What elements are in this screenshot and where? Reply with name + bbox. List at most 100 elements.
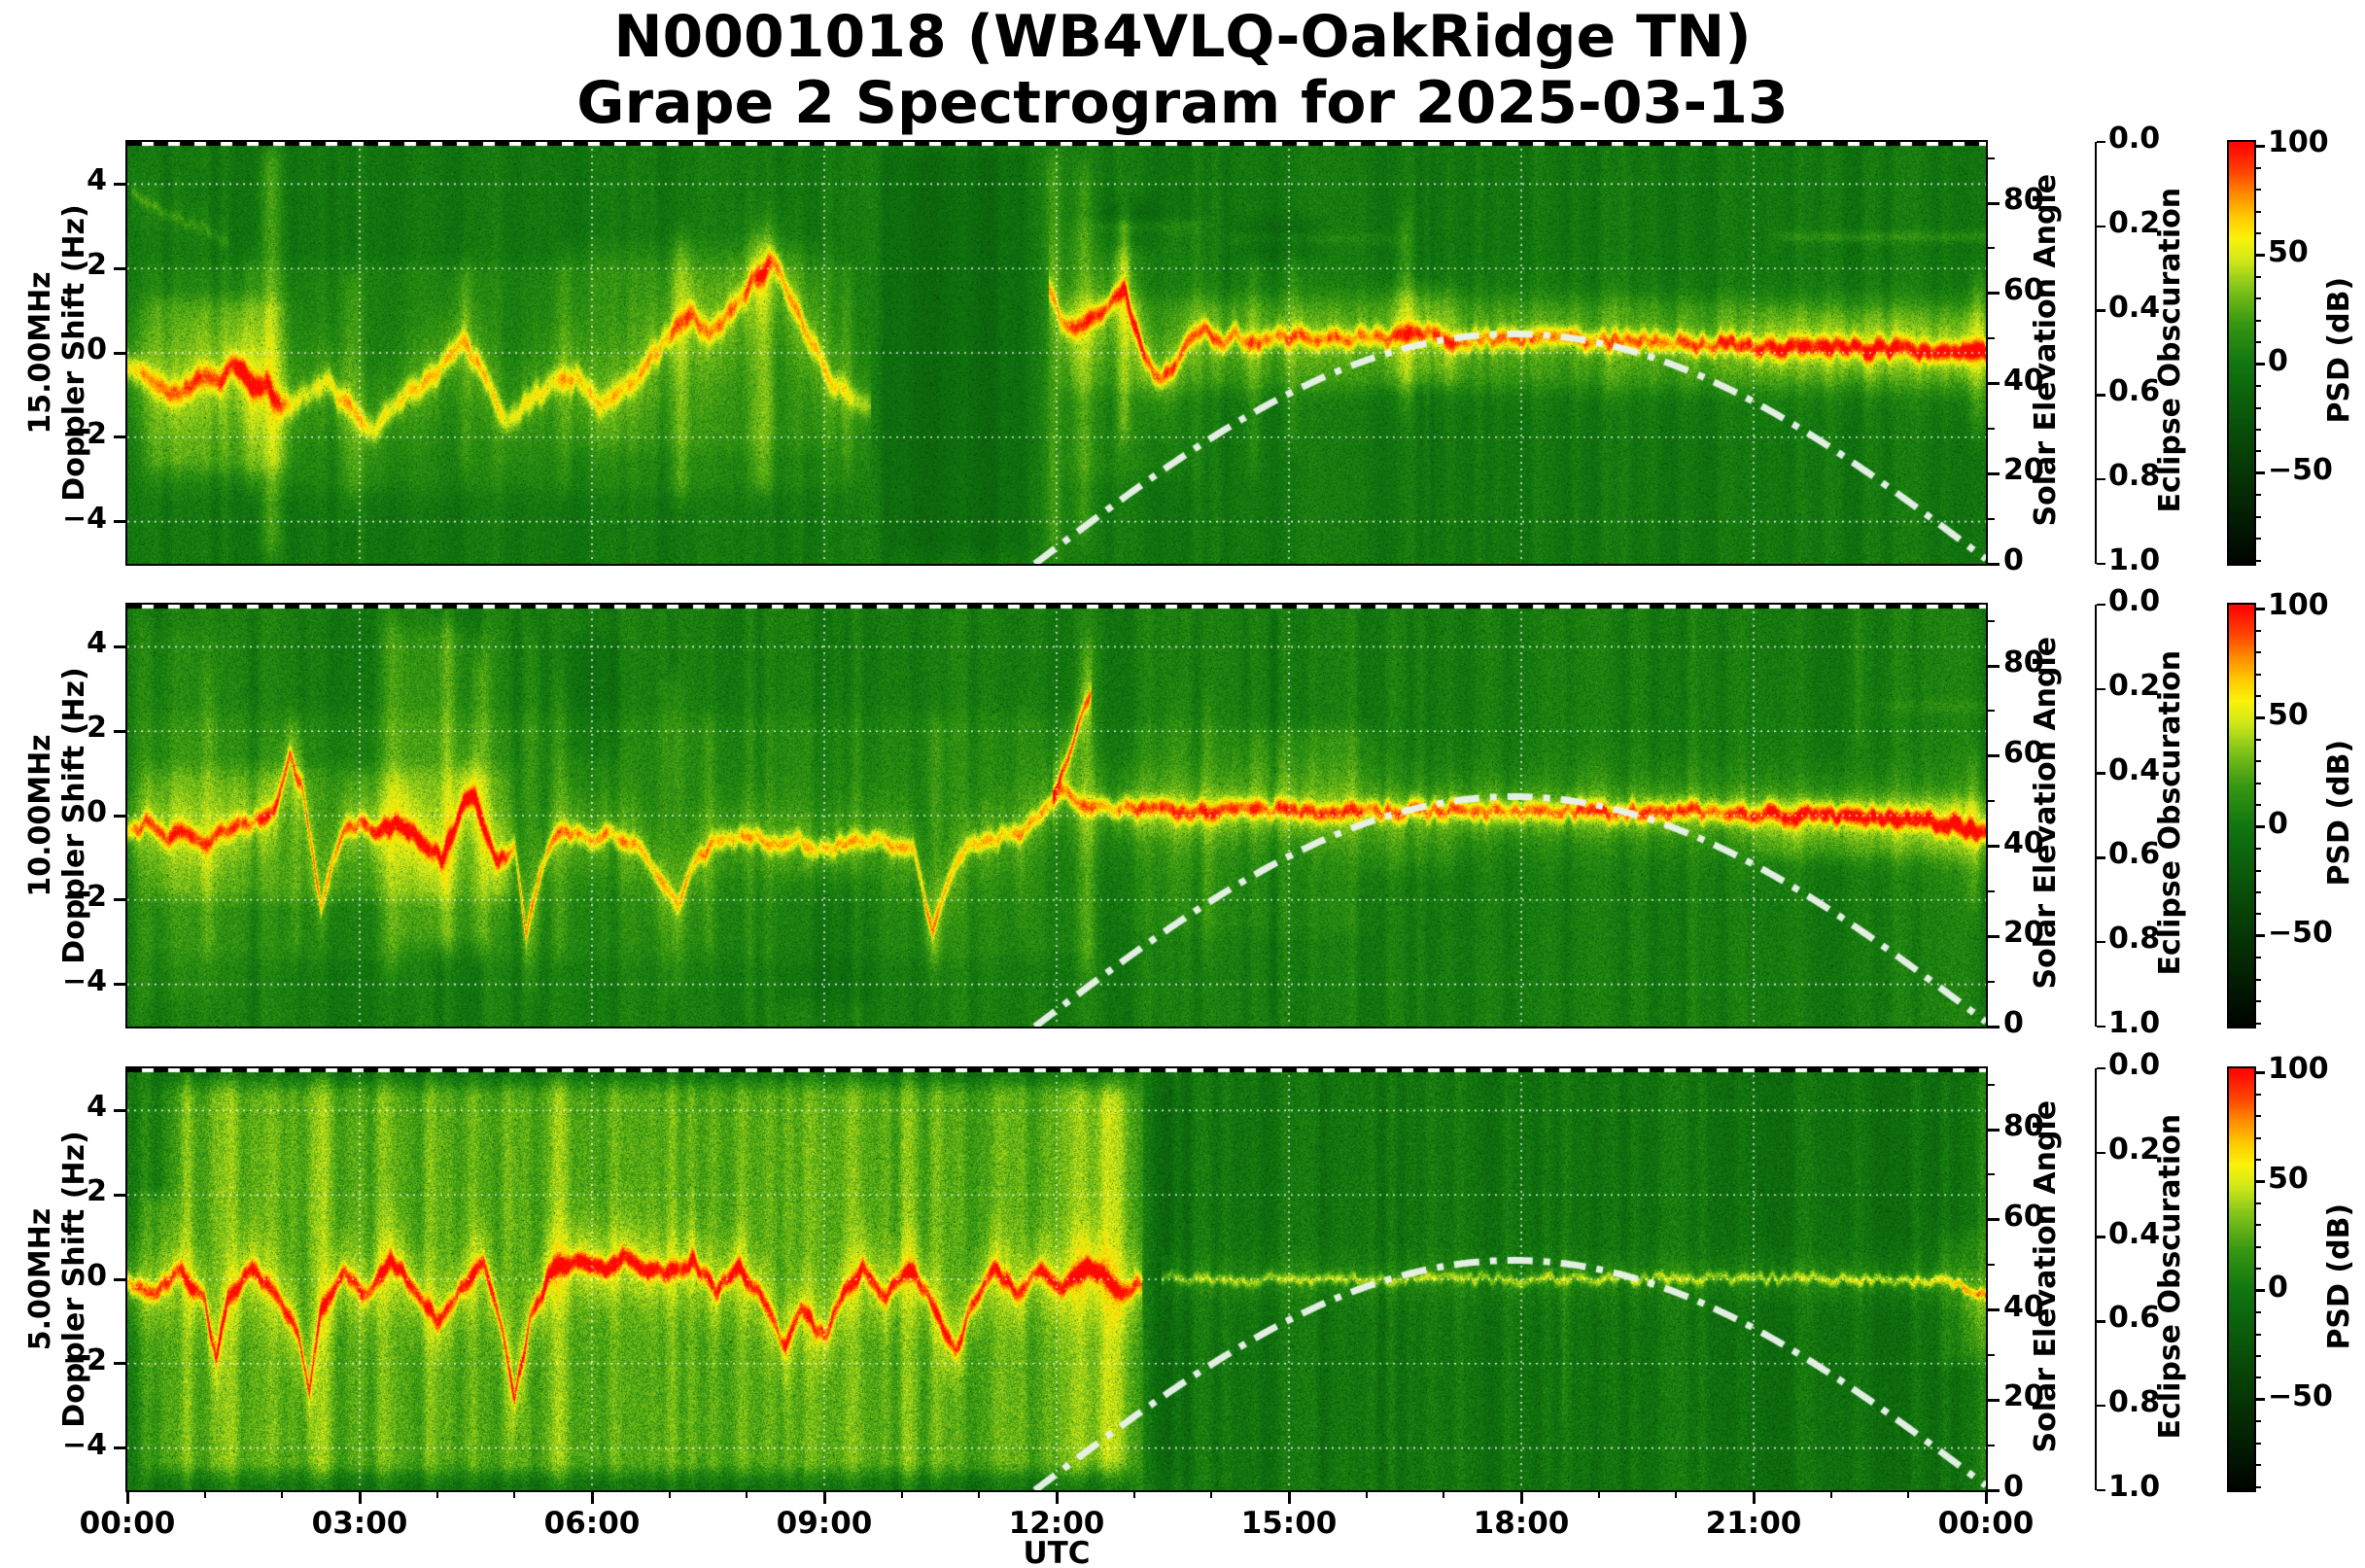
doppler-tick (114, 182, 125, 186)
psd-tick (2256, 1180, 2265, 1184)
x-tick-label: 00:00 (79, 1506, 176, 1541)
solar-tick (1988, 1488, 2000, 1492)
figure-title-line2: Grape 2 Spectrogram for 2025-03-13 (576, 69, 1789, 137)
y-axis-label-5-00mhz: 5.00MHz Doppler Shift (Hz) (23, 1068, 97, 1490)
psd-minor-tick (2256, 189, 2261, 192)
psd-tick-label: 100 (2268, 588, 2329, 623)
x-minor-tick (1365, 1492, 1368, 1498)
solar-minor-tick (1988, 157, 1995, 159)
psd-minor-tick (2256, 1159, 2261, 1162)
psd-colorbar-canvas (2229, 1068, 2254, 1490)
psd-tick (2256, 144, 2265, 148)
solar-axis-label: Solar Elevation Angle (2028, 636, 2063, 990)
eclipse-tick (2097, 1320, 2105, 1323)
eclipse-tick (2097, 1404, 2105, 1408)
psd-minor-tick (2256, 406, 2261, 409)
psd-tick (2256, 1289, 2265, 1293)
x-minor-tick (435, 1492, 438, 1498)
solar-minor-tick (1988, 337, 1995, 340)
solar-minor-tick (1988, 619, 1995, 622)
x-tick-label: 12:00 (1008, 1506, 1105, 1541)
x-minor-tick (1132, 1492, 1135, 1498)
eclipse-axis-spine (2095, 1068, 2097, 1490)
solar-tick-label: 20 (2003, 1379, 2044, 1414)
solar-tick-label: 80 (2003, 1109, 2044, 1144)
psd-tick-label: 0 (2268, 343, 2288, 378)
x-minor-tick (978, 1492, 981, 1498)
solar-tick-label: 40 (2003, 825, 2044, 860)
doppler-tick (114, 814, 125, 818)
eclipse-tick (2097, 603, 2105, 607)
eclipse-tick-label: 0.8 (2108, 922, 2161, 957)
solar-minor-tick (1988, 889, 1995, 892)
psd-minor-tick (2256, 1136, 2261, 1139)
doppler-tick-label: −4 (61, 963, 107, 998)
x-tick (1752, 1492, 1756, 1504)
x-tick (1055, 1492, 1059, 1504)
x-tick (1287, 1492, 1291, 1504)
psd-minor-tick (2256, 559, 2261, 562)
eclipse-tick (2097, 772, 2105, 775)
figure-title-line1: N0001018 (WB4VLQ-OakRidge TN) (613, 3, 1752, 71)
x-tick (590, 1492, 594, 1504)
solar-minor-tick (1988, 1444, 1995, 1446)
doppler-tick-label: 4 (87, 626, 107, 661)
solar-minor-tick (1988, 800, 1995, 803)
psd-tick (2256, 934, 2265, 938)
x-tick-label: 21:00 (1705, 1506, 1802, 1541)
eclipse-tick-label: 0.2 (2108, 1132, 2161, 1167)
eclipse-tick (2097, 225, 2105, 228)
psd-minor-tick (2256, 1376, 2261, 1379)
x-tick-label: 15:00 (1240, 1506, 1338, 1541)
eclipse-tick-label: 1.0 (2108, 543, 2161, 577)
solar-tick-label: 0 (2003, 543, 2024, 577)
spectrogram-panel-5-00mhz (125, 1066, 1988, 1492)
eclipse-tick-label: 0.0 (2108, 122, 2161, 156)
doppler-tick (114, 1277, 125, 1281)
x-minor-tick (513, 1492, 516, 1498)
psd-colorbar-15-00mhz (2227, 140, 2256, 566)
doppler-tick-label: −2 (61, 1342, 107, 1377)
y-axis-label-15-00mhz: 15.00MHz Doppler Shift (Hz) (23, 142, 97, 564)
solar-tick (1988, 1218, 2000, 1222)
solar-minor-tick (1988, 980, 1995, 983)
psd-minor-tick (2256, 494, 2261, 497)
doppler-tick (114, 645, 125, 648)
x-tick (822, 1492, 826, 1504)
solar-tick (1988, 1308, 2000, 1312)
psd-minor-tick (2256, 1311, 2261, 1314)
doppler-tick-label: −2 (61, 879, 107, 914)
x-axis-label: UTC (1023, 1536, 1091, 1568)
doppler-tick-label: 4 (87, 163, 107, 198)
figure-title: N0001018 (WB4VLQ-OakRidge TN) Grape 2 Sp… (0, 4, 2365, 136)
solar-tick-label: 0 (2003, 1470, 2024, 1504)
eclipse-tick (2097, 1066, 2105, 1070)
solar-minor-tick (1988, 427, 1995, 430)
psd-minor-tick (2256, 341, 2261, 344)
eclipse-tick-label: 0.4 (2108, 1216, 2161, 1251)
doppler-tick-label: 4 (87, 1090, 107, 1125)
eclipse-tick-label: 1.0 (2108, 1470, 2161, 1504)
psd-minor-tick (2256, 782, 2261, 784)
psd-tick-label: 50 (2268, 697, 2309, 732)
x-minor-tick (746, 1492, 748, 1498)
psd-colorbar-canvas (2229, 605, 2254, 1027)
psd-minor-tick (2256, 1093, 2261, 1096)
doppler-tick (114, 983, 125, 987)
psd-minor-tick (2256, 1202, 2261, 1205)
psd-minor-tick (2256, 538, 2261, 540)
y-axis-freq-label: 15.00MHz (23, 271, 57, 435)
solar-tick (1988, 201, 2000, 205)
psd-tick (2256, 471, 2265, 475)
psd-minor-tick (2256, 804, 2261, 807)
eclipse-tick-label: 0.6 (2108, 1301, 2161, 1336)
psd-minor-tick (2256, 739, 2261, 742)
psd-minor-tick (2256, 515, 2261, 518)
solar-minor-tick (1988, 247, 1995, 250)
eclipse-tick-label: 0.4 (2108, 752, 2161, 787)
psd-minor-tick (2256, 978, 2261, 981)
y-axis-unit-label: Doppler Shift (Hz) (57, 1131, 91, 1428)
psd-minor-tick (2256, 1022, 2261, 1025)
eclipse-axis-spine (2095, 142, 2097, 564)
eclipse-axis-label: Eclipse Obscuration (2152, 1113, 2187, 1440)
